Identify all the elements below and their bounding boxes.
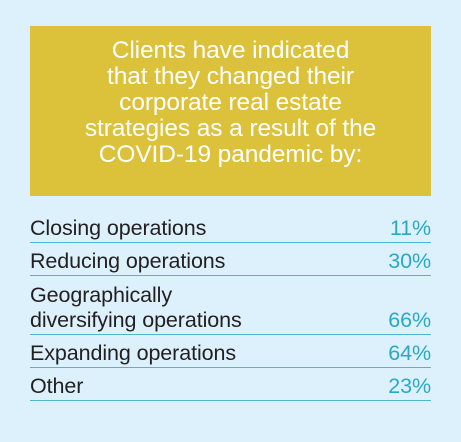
item-value: 66% xyxy=(388,308,431,332)
item-value: 64% xyxy=(388,341,431,365)
item-value: 23% xyxy=(388,374,431,398)
item-label: Geographically diversifying operations xyxy=(30,283,242,332)
list-item-geographically-diversifying-operations: Geographically diversifying operations 6… xyxy=(30,276,431,335)
list-item-reducing-operations: Reducing operations 30% xyxy=(30,243,431,276)
item-label: Expanding operations xyxy=(30,341,236,365)
header-box: Clients have indicated that they changed… xyxy=(30,26,431,196)
header-text: Clients have indicated that they changed… xyxy=(84,37,377,168)
strategy-list: Closing operations 11% Reducing operatio… xyxy=(30,212,431,401)
list-item-other: Other 23% xyxy=(30,368,431,401)
list-item-closing-operations: Closing operations 11% xyxy=(30,212,431,243)
item-value: 30% xyxy=(388,249,431,273)
item-label: Other xyxy=(30,374,84,398)
item-label: Reducing operations xyxy=(30,249,226,273)
item-value: 11% xyxy=(389,216,431,240)
item-label: Closing operations xyxy=(30,216,207,240)
list-item-expanding-operations: Expanding operations 64% xyxy=(30,335,431,368)
